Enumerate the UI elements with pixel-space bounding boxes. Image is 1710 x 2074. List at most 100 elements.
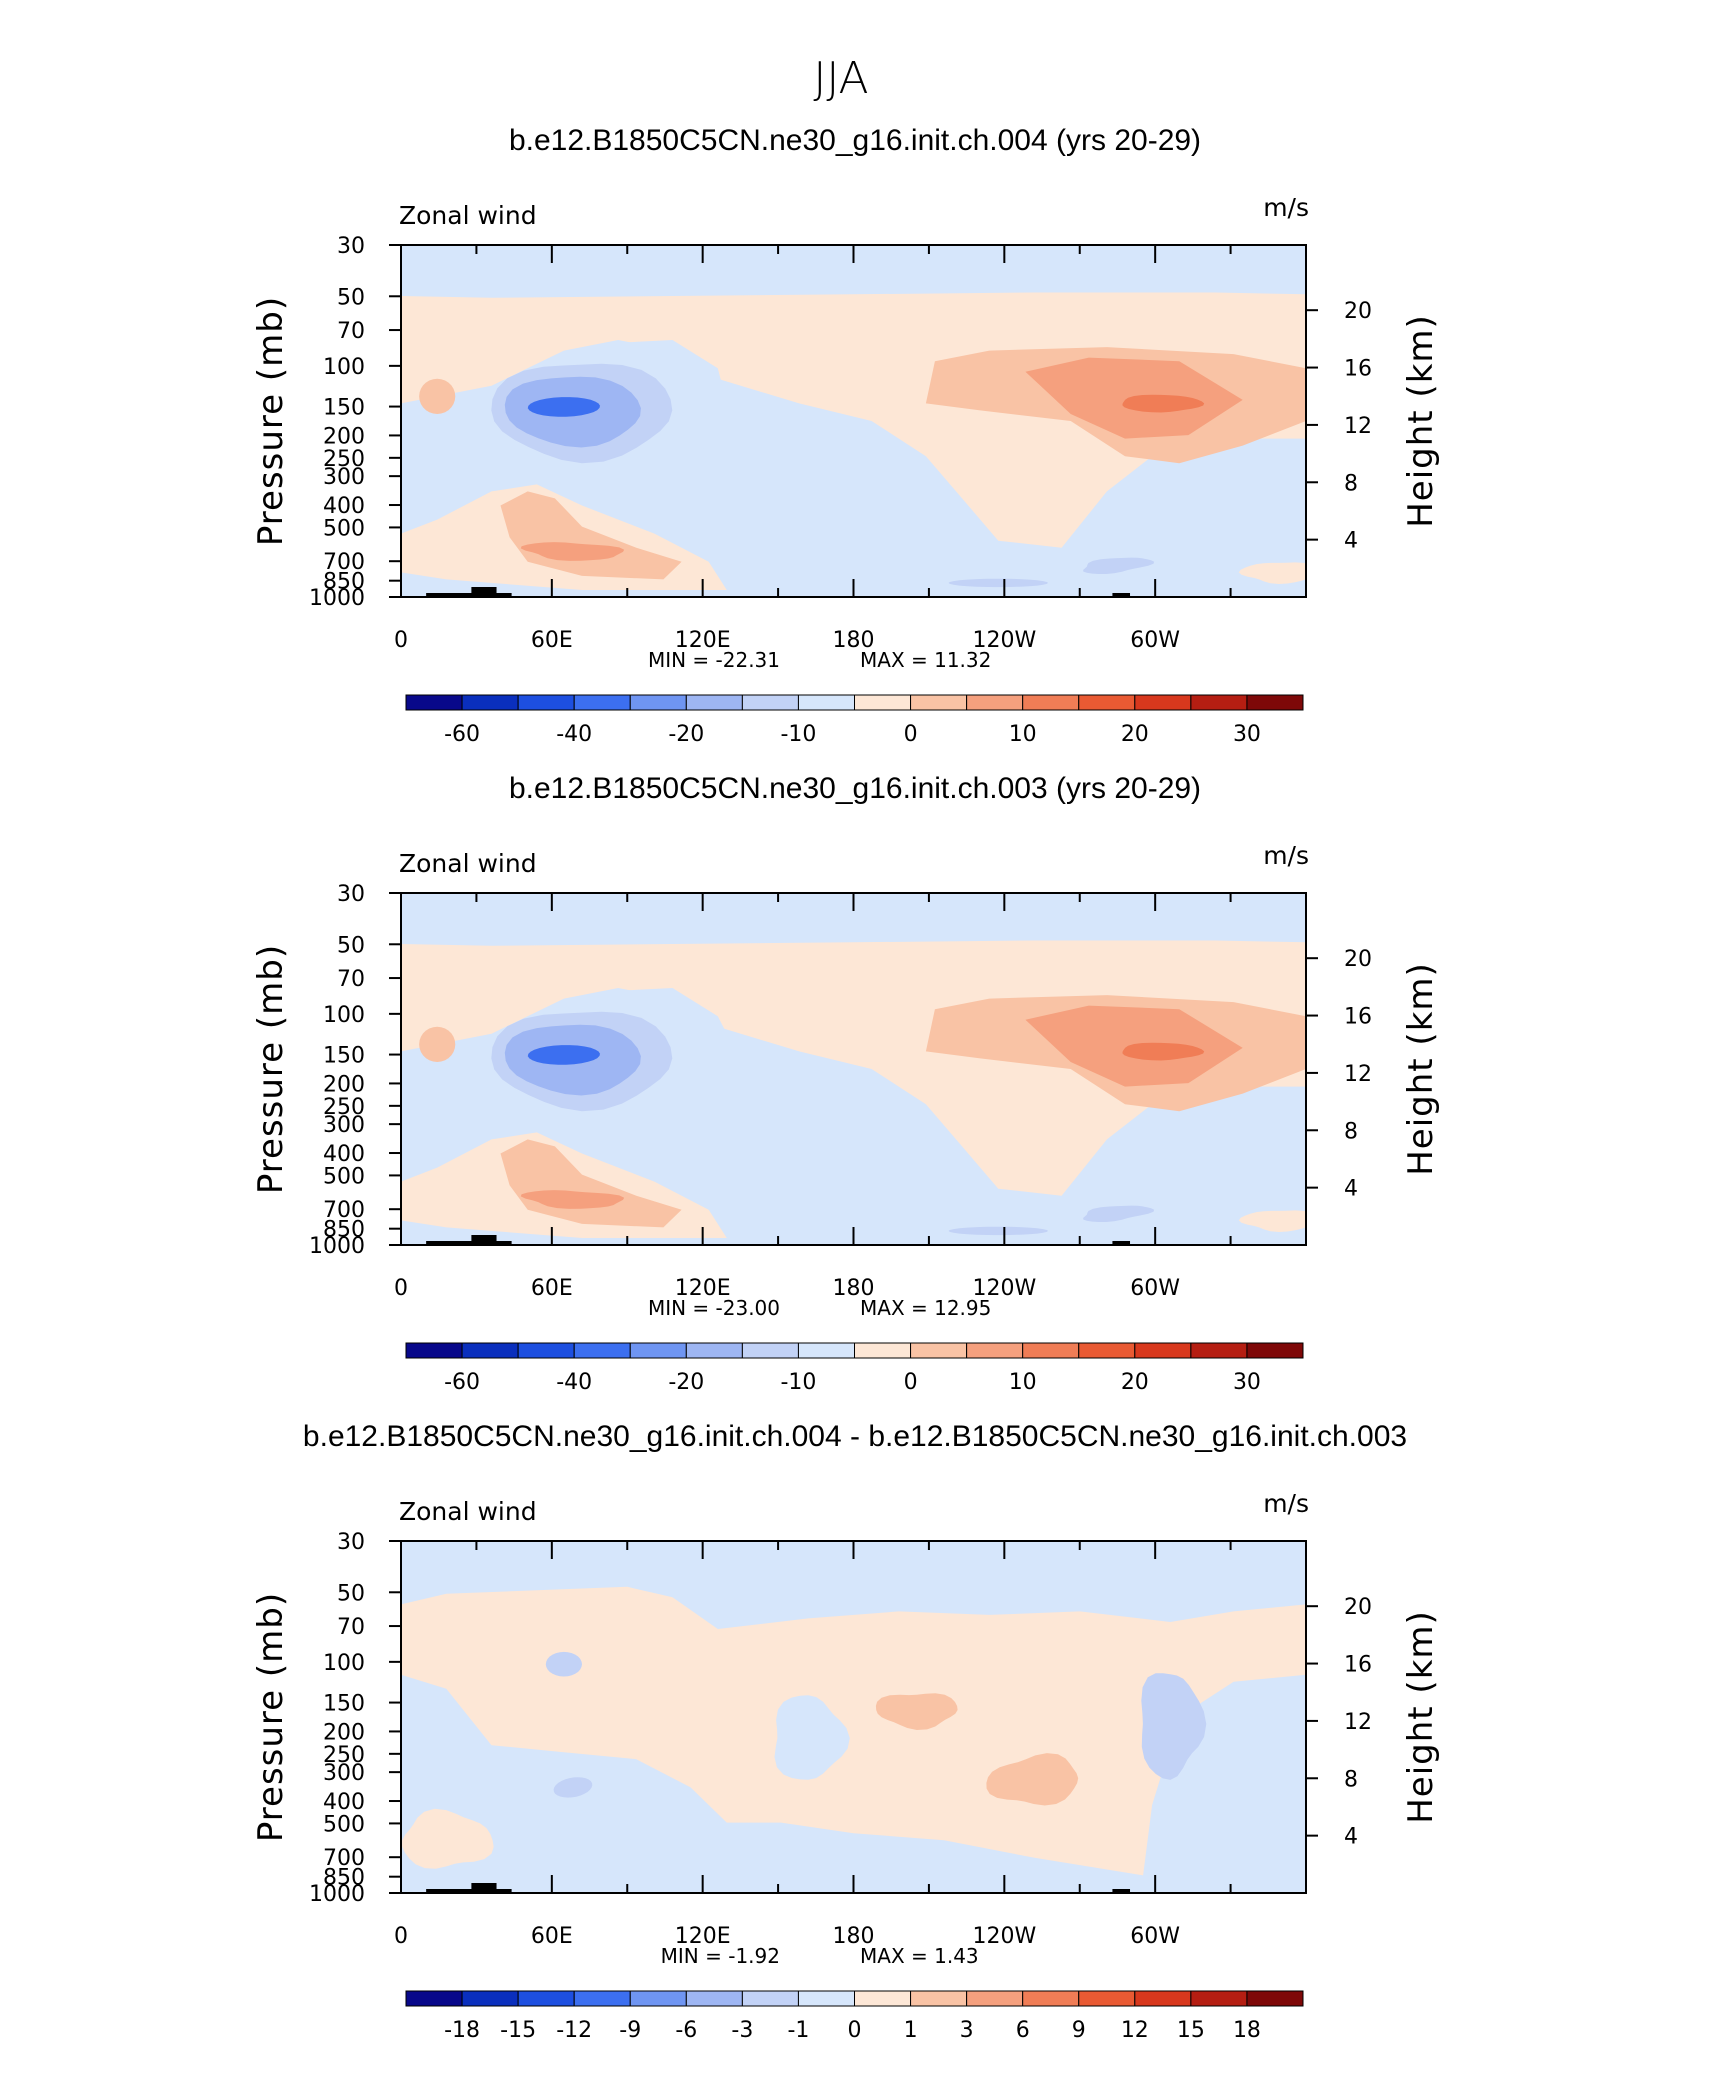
colorbar-box bbox=[517, 694, 575, 711]
land-mask bbox=[491, 593, 512, 597]
land-mask bbox=[1112, 593, 1131, 597]
y-tick-label: 200 bbox=[323, 424, 365, 449]
left-label: Zonal wind bbox=[399, 849, 537, 878]
colorbar: -60 -40 -20 -10 0 10 20 30 bbox=[405, 694, 1304, 747]
contour-diff-pos bbox=[401, 1586, 1306, 1876]
y-right-tick-label: 16 bbox=[1344, 1005, 1372, 1030]
colorbar-box bbox=[797, 1342, 855, 1359]
y-tick-label: 30 bbox=[337, 234, 365, 259]
colorbar: -60 -40 -20 -10 0 10 20 30 bbox=[405, 1342, 1304, 1395]
min-label: MIN = -23.00 bbox=[648, 1296, 780, 1320]
land-mask bbox=[491, 1889, 512, 1893]
contour-diff-pos-3 bbox=[402, 1808, 494, 1869]
colorbar-label: -20 bbox=[668, 1370, 704, 1395]
y-tick-label: 250 bbox=[323, 1743, 365, 1768]
contour-diff-pos-2 bbox=[986, 1753, 1079, 1806]
colorbar-label: 18 bbox=[1233, 2018, 1261, 2043]
land-mask bbox=[471, 587, 497, 597]
y-right-tick-label: 16 bbox=[1344, 1653, 1372, 1678]
y-right-tick-label: 4 bbox=[1344, 1177, 1358, 1202]
contour-diff-neg-2 bbox=[1141, 1673, 1207, 1780]
contour-jet-m20 bbox=[527, 397, 600, 417]
y-tick-label: 700 bbox=[323, 1198, 365, 1223]
colorbar-label: -10 bbox=[780, 722, 816, 747]
contour-wjet-15 bbox=[1122, 394, 1205, 413]
y-right-tick-label: 12 bbox=[1344, 1710, 1372, 1735]
y-tick-label: 400 bbox=[323, 1142, 365, 1167]
contour-diff-pos-1 bbox=[875, 1693, 958, 1730]
x-tick-label: 120W bbox=[972, 628, 1036, 653]
contour-edge-5 bbox=[419, 1026, 456, 1062]
colorbar-box bbox=[1134, 1990, 1192, 2007]
colorbar-label: 15 bbox=[1177, 2018, 1205, 2043]
x-tick-label: 180 bbox=[833, 1276, 875, 1301]
contour-edge-peach bbox=[1238, 1210, 1306, 1232]
colorbar-box bbox=[461, 1342, 519, 1359]
colorbar-label: -9 bbox=[619, 2018, 641, 2043]
colorbar-label: -6 bbox=[675, 2018, 697, 2043]
x-tick-label: 0 bbox=[394, 628, 408, 653]
max-label: MAX = 11.32 bbox=[860, 648, 991, 672]
y-right-tick-label: 12 bbox=[1344, 1062, 1372, 1087]
right-label: m/s bbox=[1263, 841, 1309, 870]
x-tick-label: 120E bbox=[675, 1276, 731, 1301]
colorbar-box bbox=[517, 1990, 575, 2007]
colorbar-label: 10 bbox=[1009, 722, 1037, 747]
colorbar-box bbox=[966, 694, 1024, 711]
colorbar-box bbox=[1022, 694, 1080, 711]
y-right-tick-label: 20 bbox=[1344, 947, 1372, 972]
land-mask bbox=[1112, 1241, 1131, 1245]
colorbar-label: -12 bbox=[556, 2018, 592, 2043]
max-label: MAX = 1.43 bbox=[860, 1944, 979, 1968]
colorbar-label: 9 bbox=[1072, 2018, 1086, 2043]
x-tick-label: 0 bbox=[394, 1276, 408, 1301]
x-tick-label: 120W bbox=[972, 1924, 1036, 1949]
x-tick-label: 60W bbox=[1130, 628, 1180, 653]
x-tick-label: 180 bbox=[833, 1924, 875, 1949]
panel-title: b.e12.B1850C5CN.ne30_g16.init.ch.003 (yr… bbox=[509, 772, 1201, 805]
colorbar-box bbox=[1134, 1342, 1192, 1359]
contour-diff-neg-3 bbox=[545, 1651, 582, 1677]
land-mask bbox=[426, 1889, 489, 1893]
x-tick-label: 180 bbox=[833, 628, 875, 653]
colorbar-box bbox=[1190, 1342, 1248, 1359]
y-tick-label: 100 bbox=[323, 1651, 365, 1676]
y-right-tick-label: 8 bbox=[1344, 1767, 1358, 1792]
colorbar-label: -18 bbox=[444, 2018, 480, 2043]
y-tick-label: 300 bbox=[323, 1761, 365, 1786]
colorbar-label: 12 bbox=[1121, 2018, 1149, 2043]
y-tick-label: 70 bbox=[337, 967, 365, 992]
colorbar-label: -3 bbox=[731, 2018, 753, 2043]
y-tick-label: 250 bbox=[323, 447, 365, 472]
colorbar-box bbox=[854, 694, 912, 711]
colorbar-box bbox=[517, 1342, 575, 1359]
colorbar-label: -40 bbox=[556, 1370, 592, 1395]
land-mask bbox=[426, 1241, 489, 1245]
colorbar-box bbox=[1246, 1990, 1304, 2007]
colorbar-box bbox=[854, 1342, 912, 1359]
colorbar-label: -1 bbox=[787, 2018, 809, 2043]
y-tick-label: 200 bbox=[323, 1072, 365, 1097]
colorbar-box bbox=[966, 1342, 1024, 1359]
y-right-tick-label: 4 bbox=[1344, 1825, 1358, 1850]
colorbar-box bbox=[1134, 694, 1192, 711]
y-tick-label: 300 bbox=[323, 1113, 365, 1138]
x-tick-label: 120E bbox=[675, 1924, 731, 1949]
colorbar-box bbox=[405, 1990, 463, 2007]
y-right-axis-title: Height (km) bbox=[1401, 314, 1441, 528]
y-tick-label: 400 bbox=[323, 494, 365, 519]
y-right-tick-label: 8 bbox=[1344, 471, 1358, 496]
colorbar-box bbox=[797, 1990, 855, 2007]
contour-field bbox=[401, 245, 1306, 597]
y-tick-label: 30 bbox=[337, 1530, 365, 1555]
y-right-tick-label: 20 bbox=[1344, 299, 1372, 324]
y-right-axis-title: Height (km) bbox=[1401, 962, 1441, 1176]
y-right-axis-title: Height (km) bbox=[1401, 1610, 1441, 1824]
colorbar-box bbox=[1078, 1990, 1136, 2007]
y-tick-label: 150 bbox=[323, 396, 365, 421]
y-tick-label: 500 bbox=[323, 1164, 365, 1189]
y-tick-label: 700 bbox=[323, 1846, 365, 1871]
colorbar-box bbox=[405, 1342, 463, 1359]
colorbar-box bbox=[629, 1990, 687, 2007]
